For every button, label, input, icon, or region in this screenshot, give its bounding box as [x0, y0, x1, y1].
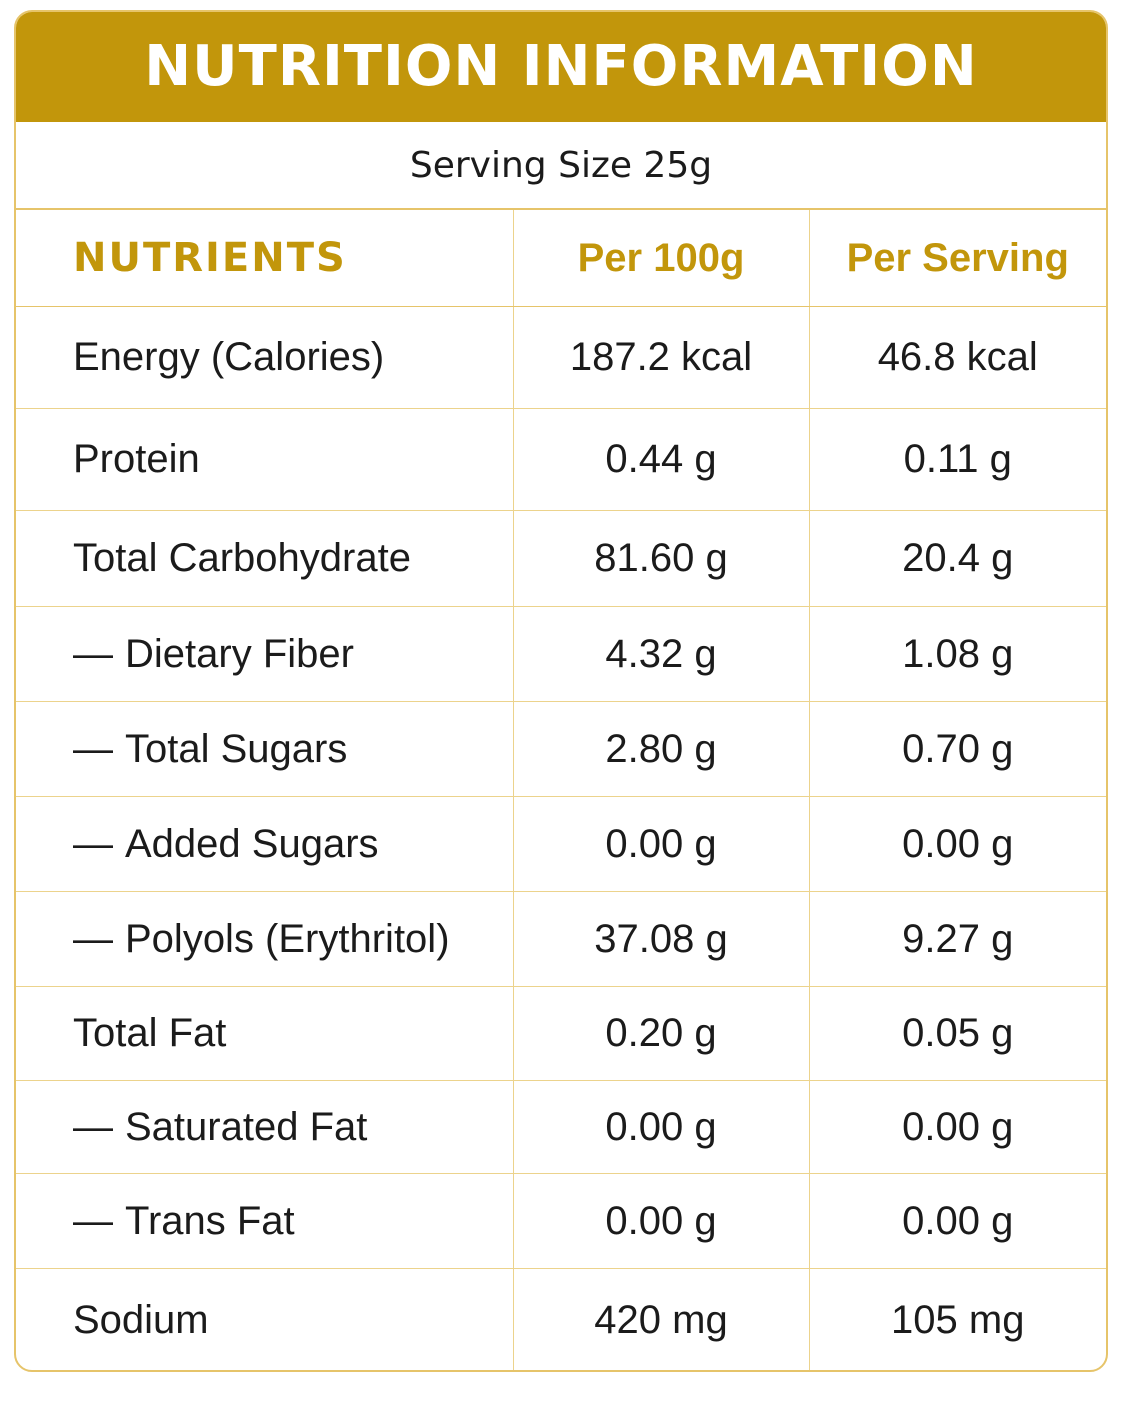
sub-item-dash: — [73, 1198, 113, 1243]
nutrient-name: Added Sugars [125, 821, 379, 866]
nutrient-name: Sodium [73, 1298, 209, 1343]
per-100g-value: 0.00 g [513, 1173, 810, 1269]
per-100g-value: 4.32 g [513, 606, 810, 702]
table-header-row: NUTRIENTS Per 100g Per Serving [16, 210, 1106, 307]
table-row: Total Carbohydrate 81.60 g 20.4 g [16, 510, 1106, 607]
per-serving-value: 0.00 g [809, 796, 1106, 892]
nutrient-name: Trans Fat [125, 1198, 295, 1243]
per-serving-value: 0.05 g [809, 986, 1106, 1081]
per-100g-value: 420 mg [513, 1268, 810, 1370]
nutrient-name-cell: — Polyols (Erythritol) [16, 891, 514, 987]
per-100g-value: 0.00 g [513, 1080, 810, 1174]
per-serving-value: 1.08 g [809, 606, 1106, 702]
column-header-nutrients: NUTRIENTS [16, 210, 514, 307]
per-serving-value: 46.8 kcal [809, 306, 1106, 409]
sub-item-dash: — [73, 726, 113, 771]
table-row: — Added Sugars 0.00 g 0.00 g [16, 796, 1106, 892]
table-row: Protein 0.44 g 0.11 g [16, 408, 1106, 511]
per-serving-value: 9.27 g [809, 891, 1106, 987]
serving-size: Serving Size 25g [16, 122, 1106, 210]
per-serving-value: 0.00 g [809, 1080, 1106, 1174]
nutrient-name-cell: — Total Sugars [16, 701, 514, 797]
table-row: — Total Sugars 2.80 g 0.70 g [16, 701, 1106, 797]
nutrient-name: Protein [73, 437, 200, 481]
nutrient-name-cell: Total Fat [16, 986, 514, 1081]
per-100g-value: 0.00 g [513, 796, 810, 892]
nutrient-name: Saturated Fat [125, 1104, 368, 1149]
per-100g-value: 2.80 g [513, 701, 810, 797]
nutrition-panel: NUTRITION INFORMATION Serving Size 25g N… [14, 10, 1108, 1372]
per-100g-value: 0.20 g [513, 986, 810, 1081]
per-serving-value: 0.11 g [809, 408, 1106, 511]
nutrient-name-cell: Total Carbohydrate [16, 510, 514, 607]
per-100g-value: 81.60 g [513, 510, 810, 607]
nutrient-name-cell: — Dietary Fiber [16, 606, 514, 702]
per-serving-value: 0.70 g [809, 701, 1106, 797]
per-serving-value: 105 mg [891, 1298, 1025, 1343]
nutrient-name-cell: — Trans Fat [16, 1173, 514, 1269]
table-row: Energy (Calories) 187.2 kcal 46.8 kcal [16, 306, 1106, 409]
nutrient-name: Total Carbohydrate [73, 536, 411, 580]
nutrient-name-cell: Protein [16, 408, 514, 511]
table-row: Total Fat 0.20 g 0.05 g [16, 986, 1106, 1081]
nutrition-table: NUTRIENTS Per 100g Per Serving Energy (C… [16, 210, 1106, 1370]
sub-item-dash: — [73, 631, 113, 676]
per-100g-value: 0.44 g [513, 408, 810, 511]
nutrient-name-cell: — Added Sugars [16, 796, 514, 892]
nutrient-name-cell: Energy (Calories) [16, 306, 514, 409]
sub-item-dash: — [73, 916, 113, 961]
per-serving-value: 20.4 g [809, 510, 1106, 607]
table-row: — Saturated Fat 0.00 g 0.00 g [16, 1080, 1106, 1174]
sub-item-dash: — [73, 1104, 113, 1149]
nutrient-name: Energy (Calories) [73, 335, 385, 379]
per-serving-value: 0.00 g [809, 1173, 1106, 1269]
column-header-per-serving: Per Serving [809, 210, 1106, 307]
nutrient-name: Total Fat [73, 1011, 227, 1055]
nutrient-name: Dietary Fiber [125, 631, 354, 676]
nutrient-name: Polyols (Erythritol) [125, 916, 450, 961]
nutrient-name: Total Sugars [125, 726, 348, 771]
per-100g-value: 37.08 g [513, 891, 810, 987]
table-row: — Trans Fat 0.00 g 0.00 g [16, 1173, 1106, 1269]
panel-title: NUTRITION INFORMATION [144, 34, 978, 99]
nutrient-name-cell: — Saturated Fat [16, 1080, 514, 1174]
table-row: Sodium 420 mg 105 mg [16, 1268, 1106, 1370]
nutrient-name-cell: Sodium [16, 1268, 514, 1370]
per-100g-value: 187.2 kcal [513, 306, 810, 409]
column-header-per-100g: Per 100g [513, 210, 810, 307]
table-row: — Dietary Fiber 4.32 g 1.08 g [16, 606, 1106, 702]
sub-item-dash: — [73, 821, 113, 866]
table-row: — Polyols (Erythritol) 37.08 g 9.27 g [16, 891, 1106, 987]
title-banner: NUTRITION INFORMATION [16, 12, 1106, 122]
